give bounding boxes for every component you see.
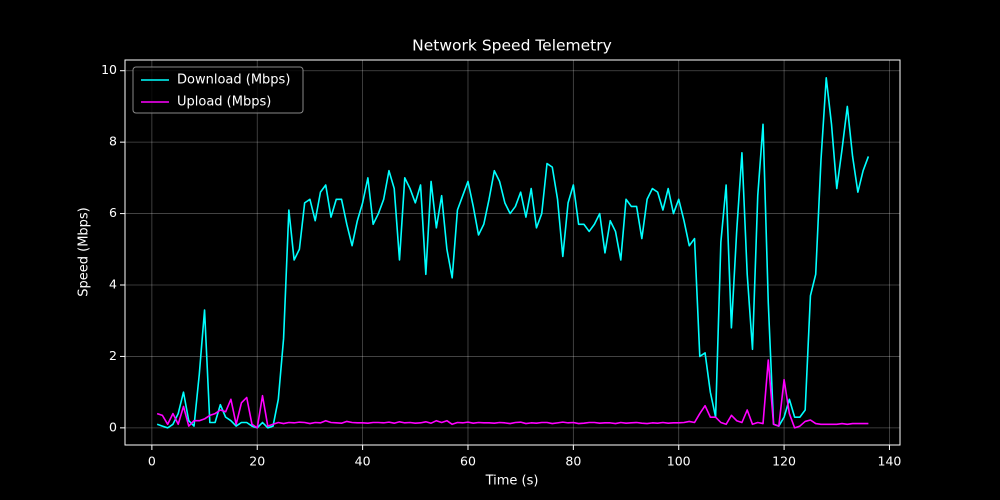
- chart-title: Network Speed Telemetry: [412, 37, 612, 55]
- x-tick-label: 100: [667, 454, 691, 469]
- legend-label: Download (Mbps): [177, 73, 290, 88]
- y-tick-label: 4: [109, 277, 117, 292]
- data-line: [156, 77, 870, 429]
- y-tick-label: 8: [109, 134, 117, 149]
- x-tick-label: 60: [460, 454, 476, 469]
- x-tick-label: 120: [772, 454, 796, 469]
- x-tick-label: 80: [565, 454, 581, 469]
- x-tick-label: 40: [355, 454, 371, 469]
- legend-label: Upload (Mbps): [177, 95, 271, 110]
- y-tick-label: 10: [101, 62, 117, 77]
- x-tick-label: 20: [249, 454, 265, 469]
- y-tick-label: 2: [109, 348, 117, 363]
- x-axis-label: Time (s): [485, 474, 539, 489]
- data-line: [156, 359, 869, 429]
- legend-box: [132, 66, 304, 114]
- y-axis-label: Speed (Mbps): [77, 207, 92, 297]
- y-tick-label: 0: [109, 419, 117, 434]
- y-tick-label: 6: [109, 205, 117, 220]
- x-tick-label: 140: [878, 454, 902, 469]
- plot-frame: [124, 59, 901, 446]
- x-tick-label: 0: [148, 454, 156, 469]
